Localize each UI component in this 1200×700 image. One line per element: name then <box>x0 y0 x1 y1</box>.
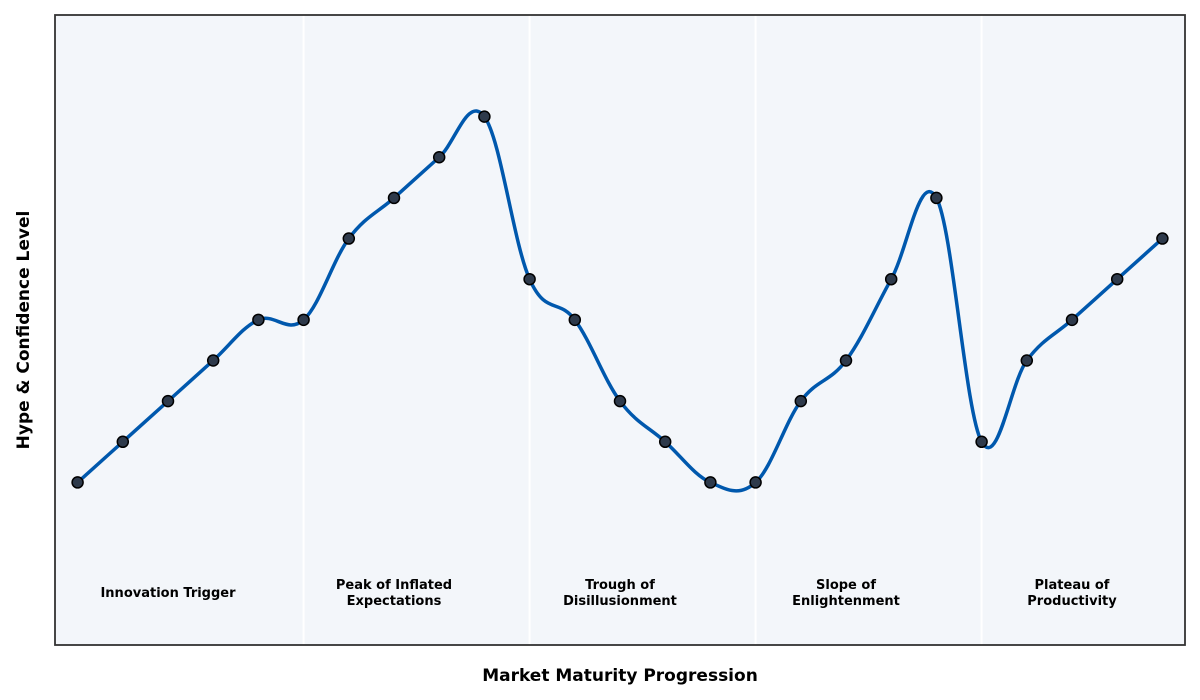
data-point-8 <box>432 151 446 164</box>
data-point-12 <box>613 394 627 408</box>
data-point-6 <box>342 232 356 245</box>
phase-label-2-line-1: Peak of Inflated <box>336 578 452 593</box>
data-point-7 <box>387 191 401 205</box>
data-point-14 <box>704 476 717 489</box>
data-point-0 <box>71 476 84 489</box>
data-point-17 <box>839 354 853 367</box>
phase-label-5-line-2: Productivity <box>1027 594 1117 609</box>
axes-frame <box>54 14 1186 646</box>
data-point-5 <box>297 313 310 327</box>
data-point-23 <box>1110 272 1124 286</box>
phase-label-1-line-1: Innovation Trigger <box>100 586 236 601</box>
plot-background <box>55 15 1185 645</box>
data-point-21 <box>1020 354 1034 367</box>
data-point-9 <box>478 110 491 123</box>
phase-labels: Innovation Trigger Peak of InflatedExpect… <box>100 578 1117 609</box>
y-axis-label: Hype & Confidence Level <box>14 211 34 450</box>
plot-background-layer <box>55 15 1185 645</box>
phase-label-3-line-2: Disillusionment <box>563 594 677 609</box>
data-point-16 <box>794 394 808 408</box>
phase-dividers <box>302 15 983 645</box>
data-point-2 <box>161 394 175 408</box>
phase-label-4-line-2: Enlightenment <box>792 594 900 609</box>
data-point-19 <box>930 191 943 205</box>
data-point-10 <box>523 272 536 286</box>
data-point-4 <box>252 313 265 327</box>
data-point-3 <box>206 354 220 367</box>
data-points <box>71 110 1169 489</box>
phase-label-3-line-1: Trough of <box>585 578 655 593</box>
data-point-18 <box>884 272 898 286</box>
data-point-1 <box>116 435 130 449</box>
data-point-11 <box>568 313 582 327</box>
phase-label-4-line-1: Slope of <box>816 578 876 593</box>
data-point-13 <box>658 435 672 449</box>
x-axis-label: Market Maturity Progression <box>482 666 758 686</box>
data-point-15 <box>749 476 762 489</box>
data-point-22 <box>1065 313 1079 327</box>
axes-frame-layer <box>54 14 1186 646</box>
data-point-24 <box>1156 232 1169 245</box>
data-point-20 <box>975 435 988 449</box>
phase-label-2-line-2: Expectations <box>347 594 442 609</box>
phase-label-5-line-1: Plateau of <box>1035 578 1110 593</box>
